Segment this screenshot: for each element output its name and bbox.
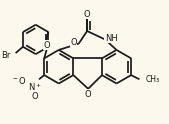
Text: $^-$O: $^-$O bbox=[11, 75, 26, 86]
Text: Br: Br bbox=[1, 51, 10, 60]
Text: O: O bbox=[31, 92, 38, 101]
Text: NH: NH bbox=[105, 34, 118, 43]
Text: O: O bbox=[70, 38, 77, 47]
Text: N$^+$: N$^+$ bbox=[28, 81, 42, 93]
Text: O: O bbox=[43, 41, 50, 50]
Text: O: O bbox=[85, 90, 91, 99]
Text: O: O bbox=[84, 10, 90, 19]
Text: CH₃: CH₃ bbox=[146, 75, 160, 84]
